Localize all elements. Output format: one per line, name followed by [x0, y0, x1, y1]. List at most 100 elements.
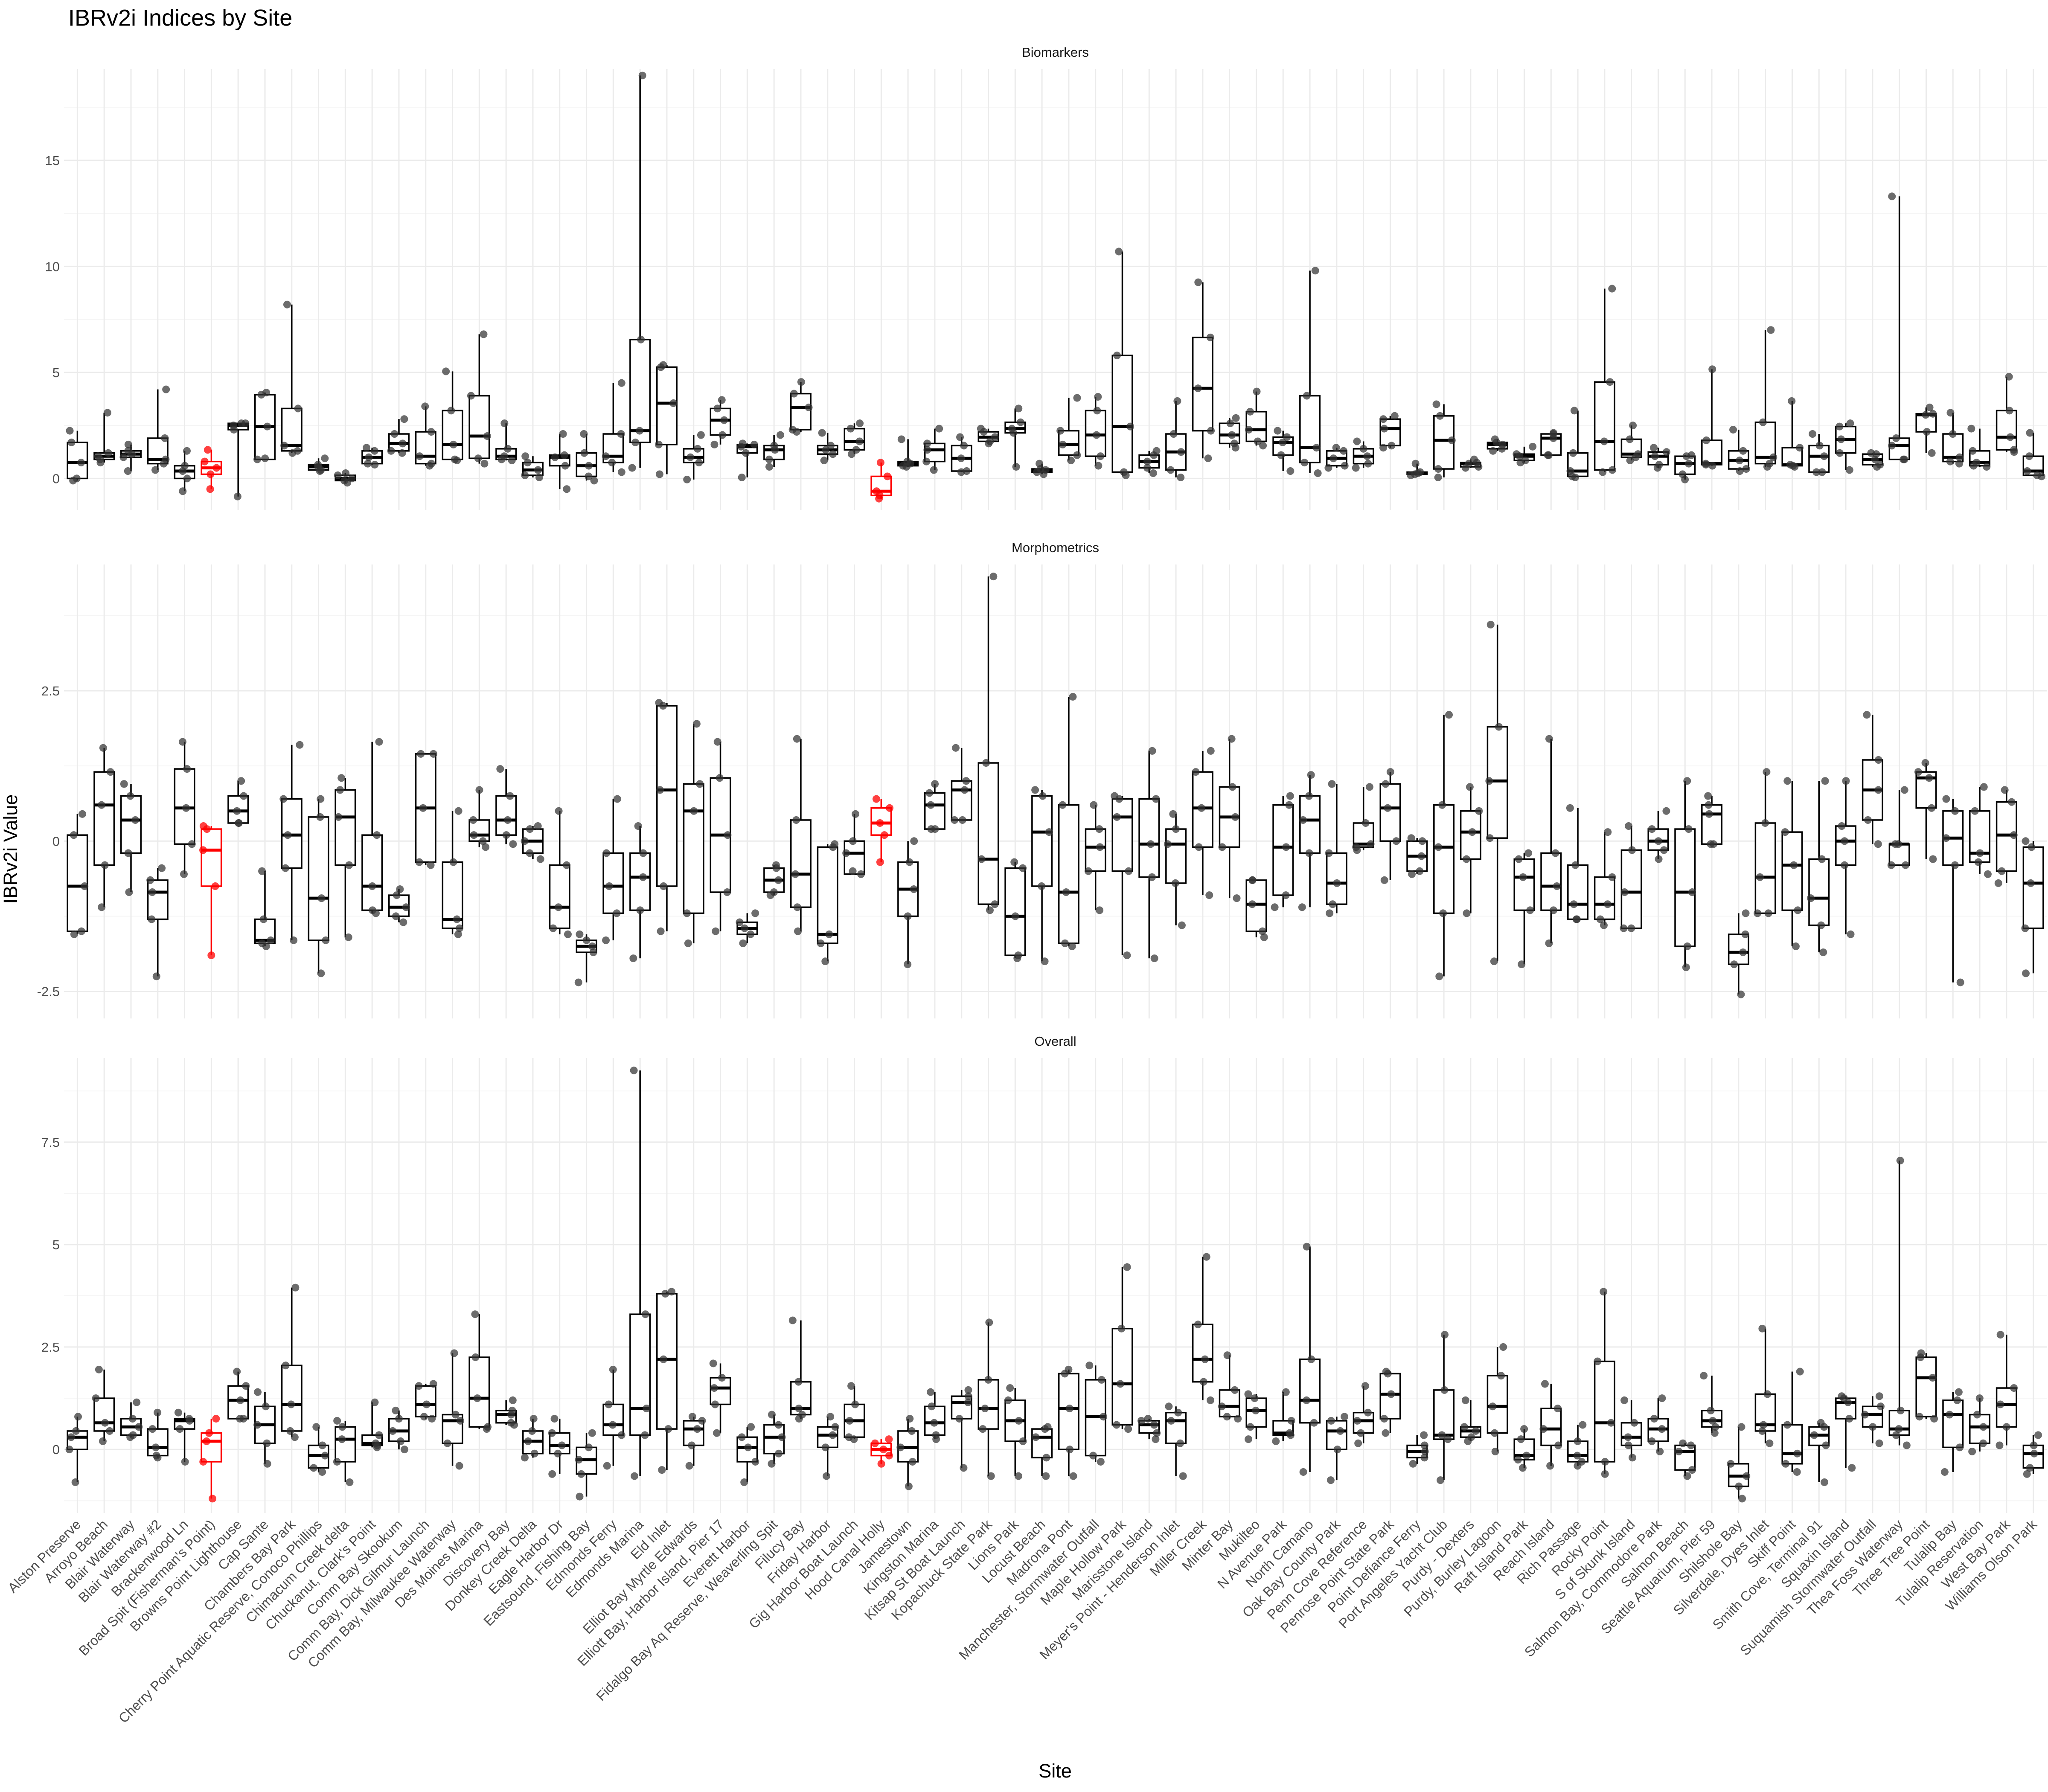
- data-point: [199, 1457, 207, 1466]
- data-point: [1897, 1406, 1905, 1414]
- box-biomarkers-16: [495, 419, 517, 465]
- data-point: [897, 435, 905, 443]
- data-point: [125, 888, 133, 896]
- box-overall-49: [1379, 1367, 1401, 1437]
- data-point: [1113, 813, 1121, 821]
- box-overall-71: [1968, 1394, 1990, 1455]
- data-point: [1571, 861, 1580, 869]
- iqr-box: [1540, 852, 1562, 911]
- box-overall-40: [1137, 1415, 1161, 1443]
- data-point: [1353, 437, 1361, 445]
- data-point: [842, 849, 850, 857]
- box-overall-67: [1861, 1392, 1885, 1447]
- data-point: [1518, 960, 1526, 969]
- box-biomarkers-21: [628, 71, 651, 472]
- data-point: [1303, 1396, 1311, 1404]
- data-point: [1491, 435, 1499, 443]
- data-point: [151, 466, 160, 474]
- data-point: [1541, 1380, 1549, 1388]
- box-overall-46: [1299, 1242, 1321, 1476]
- data-point: [1594, 1357, 1602, 1365]
- box-biomarkers-39: [1111, 247, 1135, 479]
- data-point: [1205, 891, 1213, 899]
- data-point: [1299, 1468, 1307, 1476]
- data-point: [639, 849, 647, 857]
- data-point: [1650, 1415, 1658, 1423]
- box-morphometrics-36: [1031, 786, 1053, 966]
- data-point: [821, 957, 829, 966]
- data-point: [1324, 464, 1332, 472]
- data-point: [643, 1405, 651, 1413]
- data-point: [1764, 909, 1772, 917]
- data-point: [521, 837, 529, 845]
- data-point: [1223, 1351, 1231, 1359]
- data-point: [1705, 810, 1713, 818]
- data-point: [1553, 882, 1561, 890]
- data-point: [1513, 450, 1521, 458]
- data-point: [1573, 1452, 1581, 1460]
- data-point: [922, 457, 931, 465]
- iqr-box: [1433, 804, 1455, 914]
- box-biomarkers-14: [442, 367, 463, 465]
- data-point: [1420, 1441, 1428, 1449]
- data-point: [365, 453, 373, 461]
- data-point: [2023, 467, 2031, 475]
- data-point: [1485, 777, 1493, 785]
- data-point: [716, 774, 724, 782]
- data-point: [1285, 801, 1293, 809]
- data-point: [333, 1457, 341, 1466]
- iqr-box: [629, 852, 651, 911]
- data-point: [1286, 467, 1295, 475]
- data-point: [684, 939, 692, 947]
- box-biomarkers-65: [1808, 430, 1830, 476]
- data-point: [417, 750, 425, 758]
- data-point: [1876, 461, 1884, 469]
- data-point: [925, 789, 934, 797]
- data-point: [1258, 927, 1266, 935]
- data-point: [1408, 870, 1416, 878]
- iqr-box: [495, 795, 517, 836]
- box-overall-29: [844, 1382, 865, 1443]
- iqr-box: [468, 1356, 490, 1428]
- data-point: [179, 487, 187, 495]
- data-point: [1596, 915, 1604, 923]
- facet-panels: Biomarkers051015Morphometrics-2.502.5Ove…: [37, 45, 2047, 1513]
- data-point: [829, 450, 837, 458]
- data-point: [1793, 1449, 1801, 1457]
- box-biomarkers-44: [1245, 387, 1267, 450]
- data-point: [1036, 460, 1044, 468]
- data-point: [2021, 924, 2029, 932]
- data-point: [1946, 457, 1954, 465]
- data-point: [1248, 900, 1257, 908]
- data-point: [1421, 1447, 1429, 1455]
- data-point: [126, 792, 134, 800]
- data-point: [1167, 466, 1175, 474]
- data-point: [1287, 1417, 1295, 1425]
- data-point: [1662, 807, 1670, 815]
- data-point: [1600, 437, 1608, 445]
- data-point: [1551, 849, 1559, 857]
- data-point: [1282, 1388, 1290, 1396]
- data-point: [1926, 403, 1934, 411]
- data-point: [92, 1394, 100, 1402]
- data-point: [371, 461, 379, 469]
- data-point: [1093, 407, 1101, 415]
- data-point: [209, 1495, 217, 1503]
- data-point: [1782, 1460, 1790, 1468]
- data-point: [1861, 1411, 1869, 1419]
- data-point: [471, 1353, 480, 1361]
- data-point: [1763, 768, 1771, 776]
- data-point: [1767, 326, 1775, 334]
- data-point: [1679, 470, 1687, 478]
- box-biomarkers-66: [1835, 419, 1857, 474]
- data-point: [1946, 1411, 1954, 1419]
- data-point: [1975, 1394, 1984, 1402]
- box-overall-2: [120, 1398, 143, 1441]
- data-point: [1038, 882, 1046, 890]
- data-point: [1228, 735, 1236, 743]
- data-point: [575, 1456, 583, 1464]
- data-point: [1603, 900, 1612, 908]
- data-point: [336, 786, 344, 794]
- data-point: [688, 1413, 696, 1421]
- data-point: [1758, 1427, 1766, 1435]
